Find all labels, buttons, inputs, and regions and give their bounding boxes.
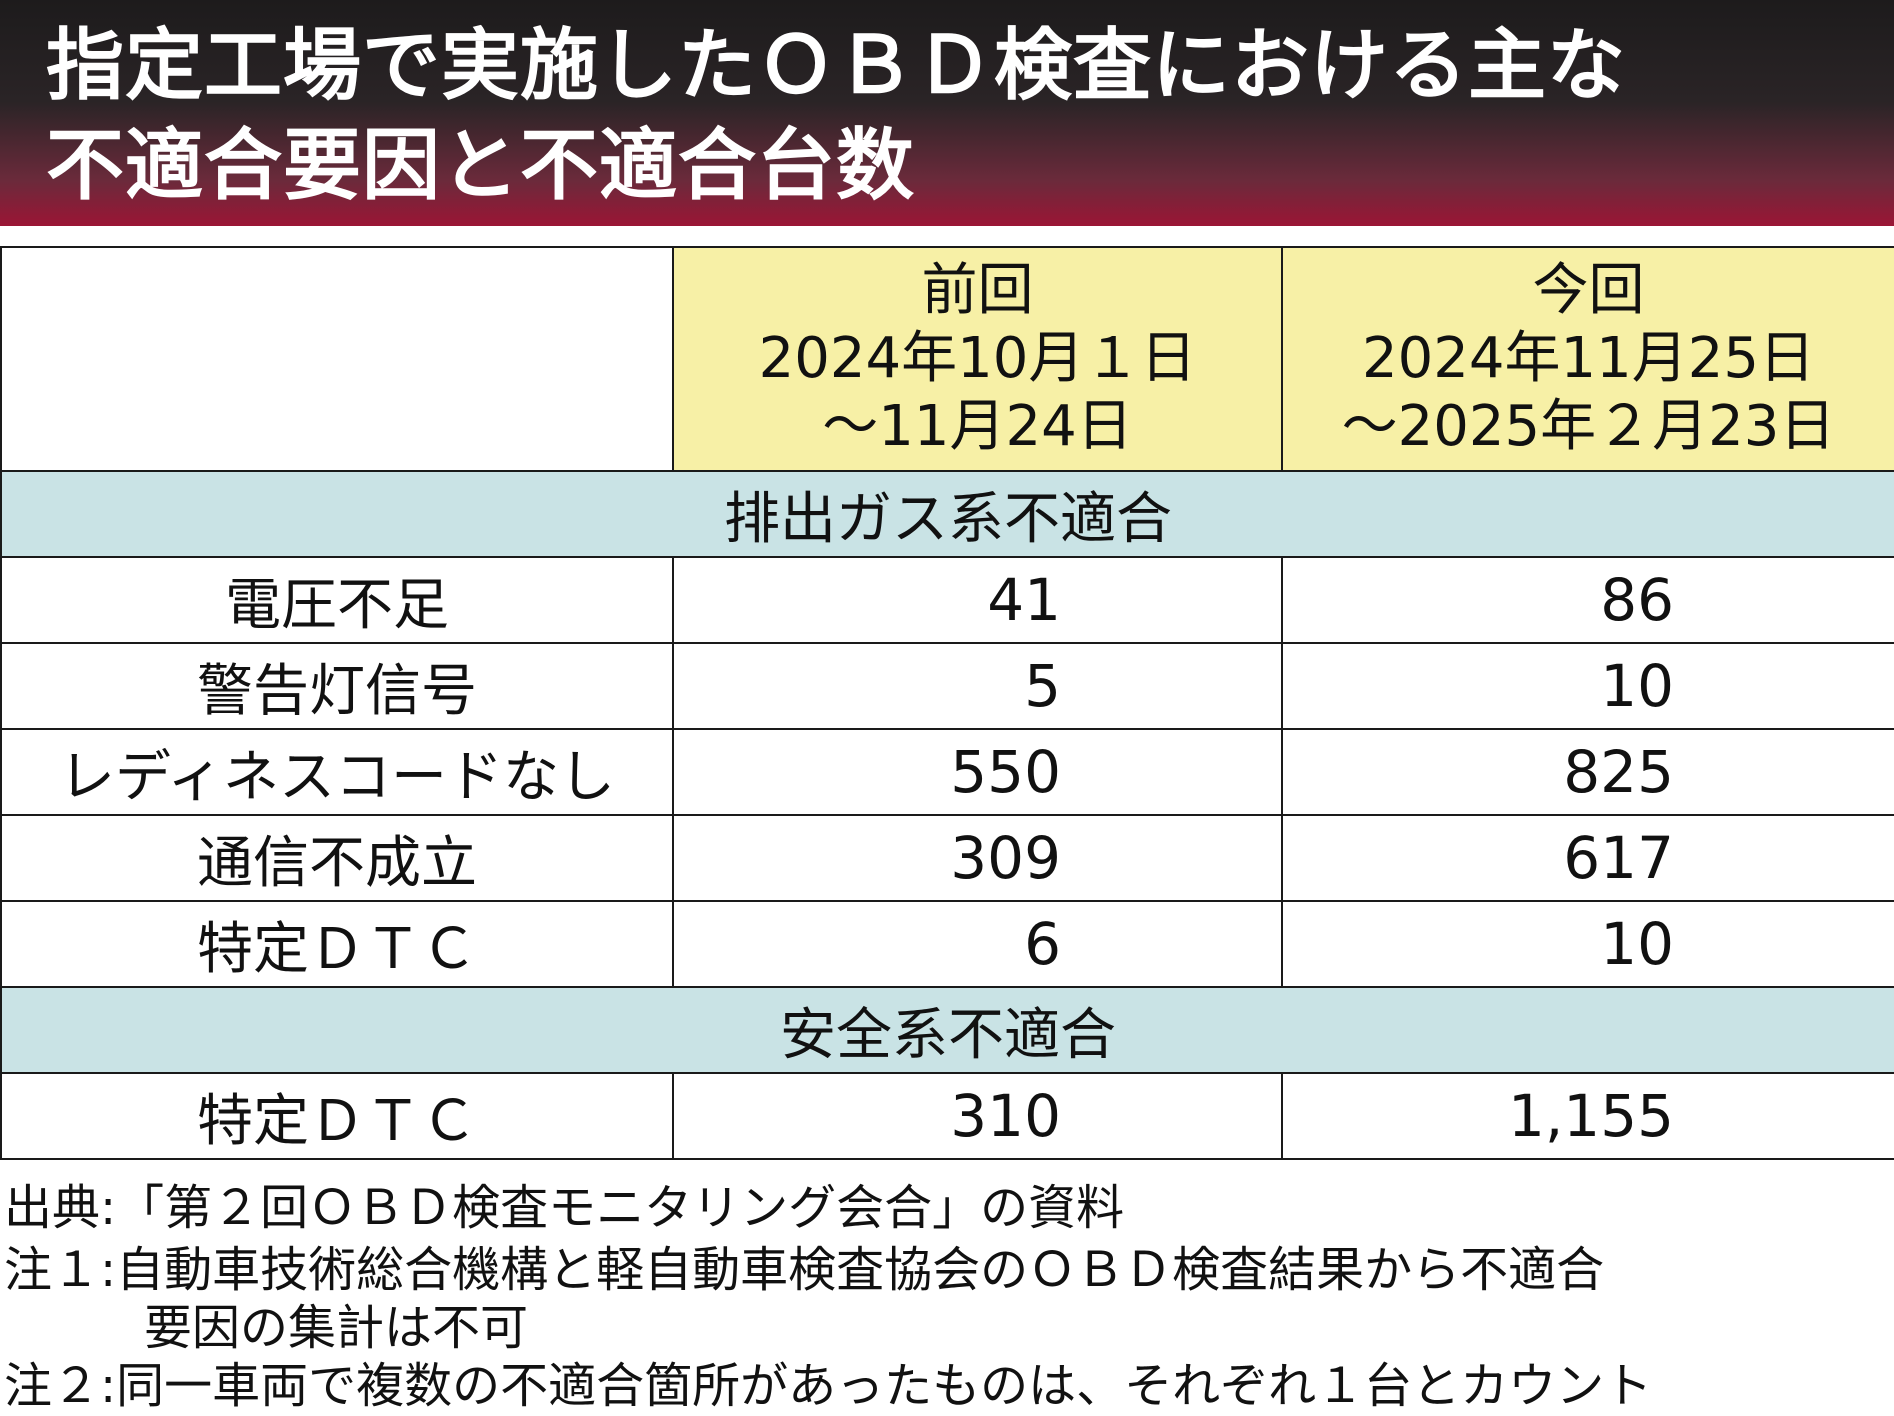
title-line-1: 指定工場で実施したＯＢＤ検査における主な	[46, 21, 1627, 111]
column-header-current: 今回 2024年11月25日 ～2025年２月23日	[1281, 246, 1894, 472]
column-range-end: ～2025年２月23日	[1341, 394, 1836, 459]
title-banner: 指定工場で実施したＯＢＤ検査における主な 不適合要因と不適合台数	[0, 0, 1894, 226]
table-header-row: 前回 2024年10月１日 ～11月24日 今回 2024年11月25日 ～20…	[0, 246, 1894, 472]
source-key: 出典	[4, 1180, 101, 1236]
value-current: 10	[1281, 642, 1894, 730]
value-current: 86	[1281, 556, 1894, 644]
note-2-key: 注２	[4, 1358, 101, 1414]
value-previous: 310	[672, 1072, 1283, 1160]
row-label: 通信不成立	[0, 814, 674, 902]
table-row: 電圧不足 41 86	[0, 556, 1894, 644]
table-row: 特定ＤＴＣ 6 10	[0, 900, 1894, 988]
value-current: 825	[1281, 728, 1894, 816]
note-1-line-1: :自動車技術総合機構と軽自動車検査協会のＯＢＤ検査結果から不適合	[100, 1242, 1605, 1298]
row-label: 特定ＤＴＣ	[0, 1072, 674, 1160]
row-label: 警告灯信号	[0, 642, 674, 730]
value-previous: 309	[672, 814, 1283, 902]
row-label: レディネスコードなし	[0, 728, 674, 816]
column-range-start: 2024年10月１日	[758, 326, 1197, 391]
column-range-start: 2024年11月25日	[1361, 326, 1816, 391]
column-range-end: ～11月24日	[822, 394, 1133, 459]
column-label: 前回	[921, 258, 1034, 323]
value-previous: 550	[672, 728, 1283, 816]
value-previous: 6	[672, 900, 1283, 988]
table-row: 通信不成立 309 617	[0, 814, 1894, 902]
note-1-key: 注１	[4, 1242, 101, 1298]
note-1-line-2: 要因の集計は不可	[144, 1300, 529, 1356]
table-row: レディネスコードなし 550 825	[0, 728, 1894, 816]
note-2-text: :同一車両で複数の不適合箇所があったものは、それぞれ１台とカウント	[100, 1358, 1653, 1414]
section-title: 安全系不適合	[0, 986, 1894, 1074]
table-row: 特定ＤＴＣ 310 1,155	[0, 1072, 1894, 1160]
header-corner-cell	[0, 246, 674, 472]
section-header-row: 排出ガス系不適合	[0, 470, 1894, 558]
section-header-row: 安全系不適合	[0, 986, 1894, 1074]
title-line-2: 不適合要因と不適合台数	[46, 121, 916, 211]
section-title: 排出ガス系不適合	[0, 470, 1894, 558]
value-previous: 5	[672, 642, 1283, 730]
column-label: 今回	[1532, 258, 1645, 323]
value-current: 10	[1281, 900, 1894, 988]
value-previous: 41	[672, 556, 1283, 644]
row-label: 電圧不足	[0, 556, 674, 644]
value-current: 1,155	[1281, 1072, 1894, 1160]
source-text: :「第２回ＯＢＤ検査モニタリング会合」の資料	[100, 1180, 1125, 1236]
column-header-previous: 前回 2024年10月１日 ～11月24日	[672, 246, 1283, 472]
table-row: 警告灯信号 5 10	[0, 642, 1894, 730]
data-table: 前回 2024年10月１日 ～11月24日 今回 2024年11月25日 ～20…	[0, 246, 1894, 1160]
value-current: 617	[1281, 814, 1894, 902]
row-label: 特定ＤＴＣ	[0, 900, 674, 988]
